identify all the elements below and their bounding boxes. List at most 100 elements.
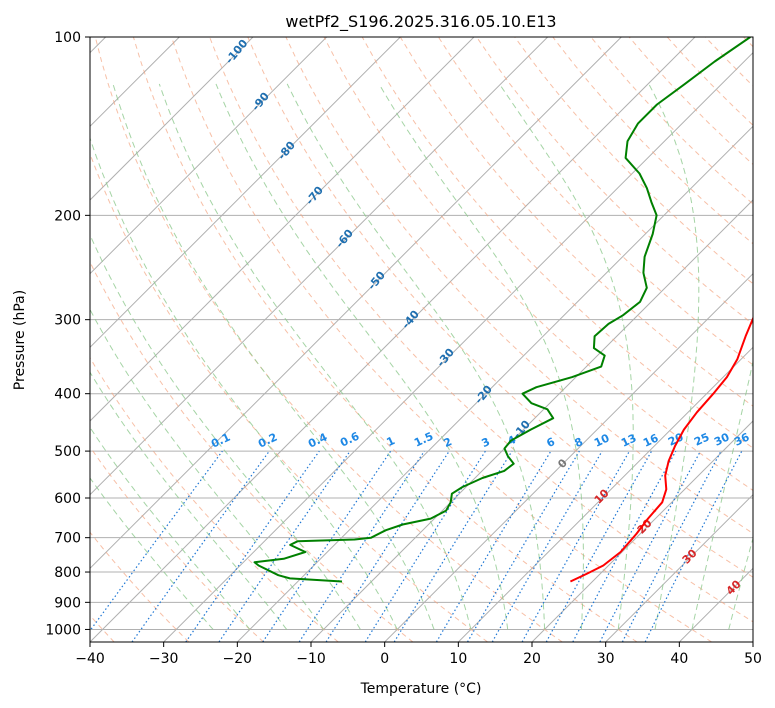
moist-adiabat-line xyxy=(90,233,361,630)
dry-adiabat-line xyxy=(90,446,264,642)
moist-adiabat-line xyxy=(286,83,546,630)
mixing-ratio-label: 6 xyxy=(545,435,558,450)
dry-adiabat-line xyxy=(590,37,753,205)
mixing-ratio-line xyxy=(90,450,223,632)
y-tick-label: 800 xyxy=(54,565,81,581)
isotherm-line xyxy=(531,420,753,642)
background-line-labels: -100-90-80-70-60-50-40-30-20-10010203040… xyxy=(209,37,752,598)
temperature-profile-line xyxy=(569,315,753,583)
x-tick-label: −20 xyxy=(223,651,253,667)
y-axis-label: Pressure (hPa) xyxy=(12,290,28,390)
dry-adiabat-line xyxy=(704,37,753,87)
y-tick-label: 1000 xyxy=(45,622,81,638)
x-tick-label: 30 xyxy=(597,651,615,667)
dry-adiabat-label: -60 xyxy=(333,227,356,251)
dry-adiabat-line xyxy=(361,37,753,449)
mixing-ratio-line xyxy=(521,450,631,642)
mixing-ratio-line xyxy=(298,450,425,642)
mixing-ratio-label: 1 xyxy=(385,434,397,449)
profile-lines xyxy=(253,37,753,583)
dry-adiabat-label: -20 xyxy=(472,383,495,407)
dry-adiabat-line xyxy=(514,37,753,285)
moist-adiabat-line xyxy=(691,358,753,630)
mixing-ratio-line xyxy=(185,450,320,642)
mixing-ratio-line xyxy=(262,450,392,642)
mixing-ratio-label: 0.1 xyxy=(209,431,232,451)
y-tick-label: 300 xyxy=(54,313,81,329)
x-axis-label: Temperature (°C) xyxy=(360,681,482,697)
moist-adiabat-line xyxy=(90,371,288,630)
x-tick-label: −30 xyxy=(149,651,179,667)
dry-adiabat-line xyxy=(399,37,753,407)
mixing-ratio-line xyxy=(435,450,552,642)
mixing-ratio-label: 13 xyxy=(619,431,638,449)
mixing-ratio-label: 10 xyxy=(592,431,612,449)
mixing-ratio-label: 8 xyxy=(573,435,585,450)
y-tick-label: 600 xyxy=(54,491,81,507)
moist-adiabat-label: 30 xyxy=(680,546,700,566)
moist-adiabat-line xyxy=(90,477,214,630)
plot-frame xyxy=(89,36,754,643)
mixing-ratio-label: 0.2 xyxy=(256,431,279,451)
mixing-ratio-line xyxy=(644,450,743,642)
mixing-ratio-label: 3 xyxy=(480,435,492,450)
x-tick-label: 40 xyxy=(670,651,688,667)
mixing-ratio-line xyxy=(131,450,270,642)
dry-adiabat-label: -40 xyxy=(399,308,422,332)
x-tick-label: 0 xyxy=(380,651,389,667)
mixing-ratio-line xyxy=(218,450,351,642)
isotherm-line xyxy=(90,37,401,349)
x-axis-ticks: −40 −30 −20 −10 0 10 20 30 40 50 xyxy=(75,642,762,667)
y-tick-label: 100 xyxy=(54,30,81,46)
mixing-ratio-line xyxy=(393,450,513,642)
y-tick-label: 700 xyxy=(54,531,81,547)
mixing-ratio-label: 1.5 xyxy=(412,430,435,450)
dry-adiabat-label: -100 xyxy=(223,37,251,67)
y-axis-ticks: 100 200 300 400 500 600 700 800 900 1000 xyxy=(45,30,90,638)
moist-adiabat-line xyxy=(90,136,398,630)
y-tick-label: 400 xyxy=(54,387,81,403)
isotherm-line xyxy=(752,641,753,642)
mixing-ratio-label: 0.4 xyxy=(306,430,329,450)
x-tick-label: 10 xyxy=(449,651,467,667)
dry-adiabat-line xyxy=(437,37,753,366)
moist-adiabat-line xyxy=(112,83,435,630)
dry-adiabat-line xyxy=(90,356,339,642)
dry-adiabat-line xyxy=(90,260,414,642)
dry-adiabat-line xyxy=(552,37,753,245)
y-tick-label: 900 xyxy=(54,595,81,611)
dry-adiabat-line xyxy=(90,152,488,642)
mixing-ratio-label: 30 xyxy=(712,430,732,448)
dry-adiabat-line xyxy=(743,37,753,48)
mixing-ratio-line xyxy=(572,450,677,642)
x-tick-label: 20 xyxy=(523,651,541,667)
dry-adiabat-line xyxy=(209,37,753,623)
mixing-ratio-label: 0.6 xyxy=(338,429,361,449)
isotherm-line xyxy=(163,51,753,642)
moist-adiabat-line xyxy=(378,83,584,630)
y-tick-label: 200 xyxy=(54,208,81,224)
mixing-ratio-line xyxy=(545,450,653,642)
isotherm-line xyxy=(605,493,753,642)
mixing-ratio-label: 25 xyxy=(692,430,711,448)
moist-adiabat-line xyxy=(90,308,324,630)
isotherm-line xyxy=(236,125,753,642)
moist-adiabat-line xyxy=(648,83,700,630)
isotherm-line xyxy=(90,37,696,642)
isotherm-line xyxy=(90,37,254,201)
isotherm-line xyxy=(90,37,549,496)
mixing-ratio-label: 36 xyxy=(732,430,752,448)
background-lines xyxy=(90,37,753,642)
isotherm-line xyxy=(90,37,475,422)
dry-adiabat-line xyxy=(132,37,638,642)
x-tick-label: −10 xyxy=(296,651,326,667)
mixing-ratio-label: 16 xyxy=(641,431,661,449)
dry-adiabat-label: -90 xyxy=(249,90,272,114)
moist-adiabat-label: 10 xyxy=(592,486,612,506)
isotherm-line xyxy=(384,272,753,642)
isotherm-line xyxy=(90,37,622,570)
x-tick-label: 50 xyxy=(744,651,762,667)
dry-adiabat-line xyxy=(90,531,190,642)
moist-adiabat-line xyxy=(728,536,753,630)
